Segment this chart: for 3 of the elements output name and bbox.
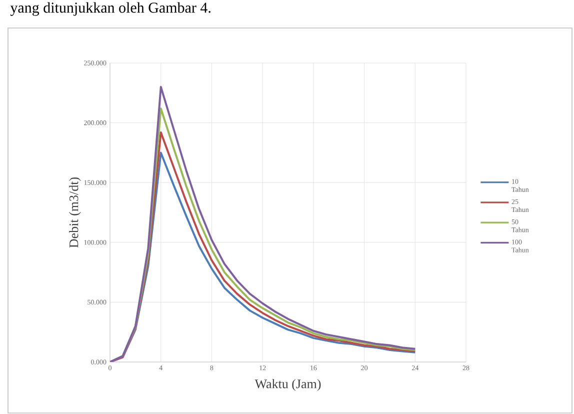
- y-axis-title: Debit (m3/dt): [69, 177, 81, 248]
- text: yang ditunjukkan oleh Gambar 4.: [10, 2, 210, 16]
- x-axis-title: Waktu (Jam): [254, 379, 321, 391]
